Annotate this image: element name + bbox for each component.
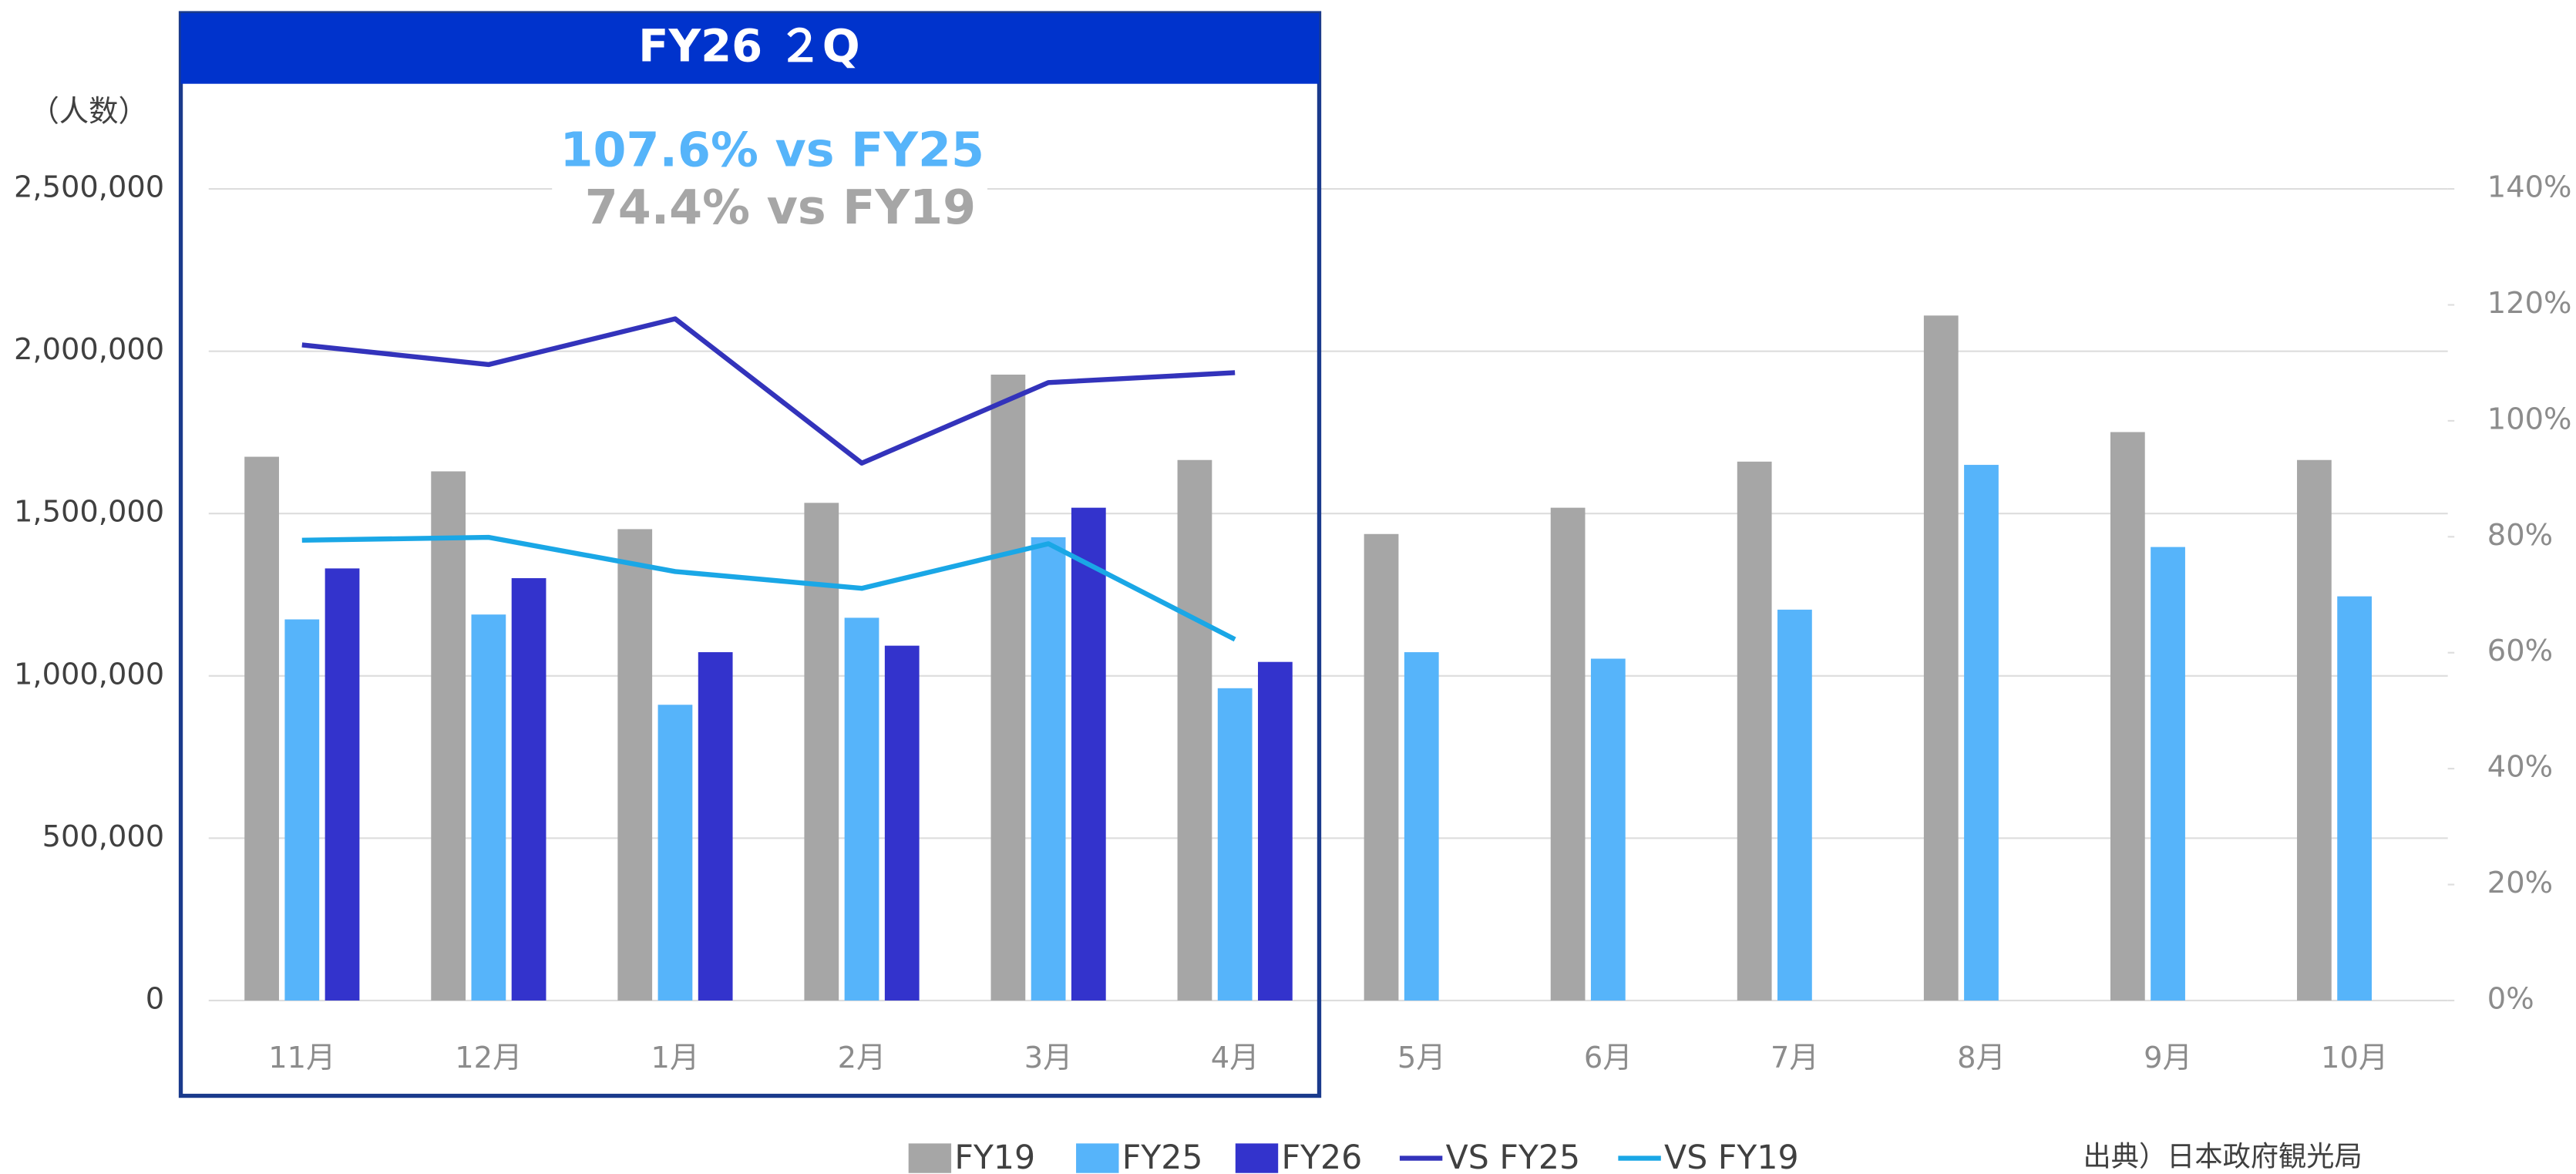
bar <box>698 652 733 1001</box>
x-tick-label: 6月 <box>1584 1041 1633 1075</box>
x-tick-label: 7月 <box>1771 1041 1819 1075</box>
bar <box>804 503 839 1001</box>
legend-swatch <box>1235 1143 1279 1173</box>
bar <box>2110 432 2145 1001</box>
x-tick-label: 9月 <box>2144 1041 2192 1075</box>
bar <box>1071 507 1106 1001</box>
bar <box>471 614 506 1001</box>
annotation: 107.6% vs FY25 <box>560 122 984 177</box>
x-tick-label: 8月 <box>1957 1041 2006 1075</box>
legend-label: FY26 <box>1281 1139 1362 1174</box>
bar <box>1964 465 1999 1001</box>
legend-swatch <box>908 1143 952 1173</box>
y-axis-label: （人数） <box>29 95 147 130</box>
y2-tick-label: 140% <box>2487 170 2572 205</box>
x-tick-label: 1月 <box>651 1041 700 1075</box>
bar <box>1404 652 1439 1001</box>
box-header <box>180 13 1320 84</box>
legend-label: VS FY25 <box>1446 1139 1580 1174</box>
bar <box>511 578 546 1001</box>
y-tick-label: 2,500,000 <box>14 170 164 205</box>
bar <box>2337 596 2373 1001</box>
bar <box>1590 658 1626 1001</box>
bar <box>884 645 920 1001</box>
y-tick-label: 1,000,000 <box>14 657 164 691</box>
y-tick-label: 500,000 <box>42 819 165 854</box>
marks <box>244 315 2373 1001</box>
x-tick-label: 11月 <box>268 1041 335 1075</box>
bar <box>617 529 653 1001</box>
x-tick-label: 5月 <box>1397 1041 1446 1075</box>
legend-label: FY25 <box>1122 1139 1203 1174</box>
y2-tick-label: 40% <box>2487 750 2553 785</box>
line <box>301 534 1236 642</box>
bar <box>2297 459 2332 1001</box>
bar <box>1550 507 1586 1001</box>
annotation-bg <box>552 121 987 241</box>
bar <box>1777 609 1812 1001</box>
y2-tick-label: 20% <box>2487 866 2553 900</box>
bar <box>1258 661 1293 1001</box>
bar <box>844 617 879 1001</box>
legend-label: FY19 <box>954 1139 1035 1174</box>
bar <box>1177 459 1212 1001</box>
bar <box>2151 547 2185 1001</box>
y-tick-label: 2,000,000 <box>14 332 164 367</box>
y2-tick-label: 80% <box>2487 518 2553 553</box>
x-tick-label: 4月 <box>1211 1041 1259 1075</box>
bar <box>657 705 693 1001</box>
bar <box>431 471 466 1001</box>
y-tick-label: 1,500,000 <box>14 495 164 530</box>
bar <box>1737 461 1772 1001</box>
x-tick-label: 2月 <box>838 1041 886 1075</box>
y2-tick-label: 100% <box>2487 402 2572 436</box>
bar <box>1923 315 1959 1001</box>
bar <box>284 619 320 1001</box>
x-tick-label: 10月 <box>2321 1041 2388 1075</box>
x-tick-label: 3月 <box>1024 1041 1073 1075</box>
bar <box>244 456 279 1001</box>
bar <box>1217 688 1253 1001</box>
bar <box>1364 533 1399 1001</box>
source: 出典）日本政府観光局 <box>2083 1140 2362 1173</box>
line <box>301 316 1236 466</box>
x-tick-label: 12月 <box>455 1041 522 1075</box>
box-title: FY26 ２Q <box>638 21 859 72</box>
y2-tick-label: 60% <box>2487 634 2553 668</box>
bar <box>1031 537 1066 1001</box>
legend-label: VS FY19 <box>1664 1139 1799 1174</box>
legend-swatch <box>1076 1143 1119 1173</box>
y2-tick-label: 0% <box>2487 981 2534 1016</box>
annotation: 74.4% vs FY19 <box>585 180 976 235</box>
bar <box>325 568 360 1001</box>
y-tick-label: 0 <box>146 981 164 1016</box>
y2-tick-label: 120% <box>2487 286 2572 321</box>
bar <box>990 374 1026 1001</box>
